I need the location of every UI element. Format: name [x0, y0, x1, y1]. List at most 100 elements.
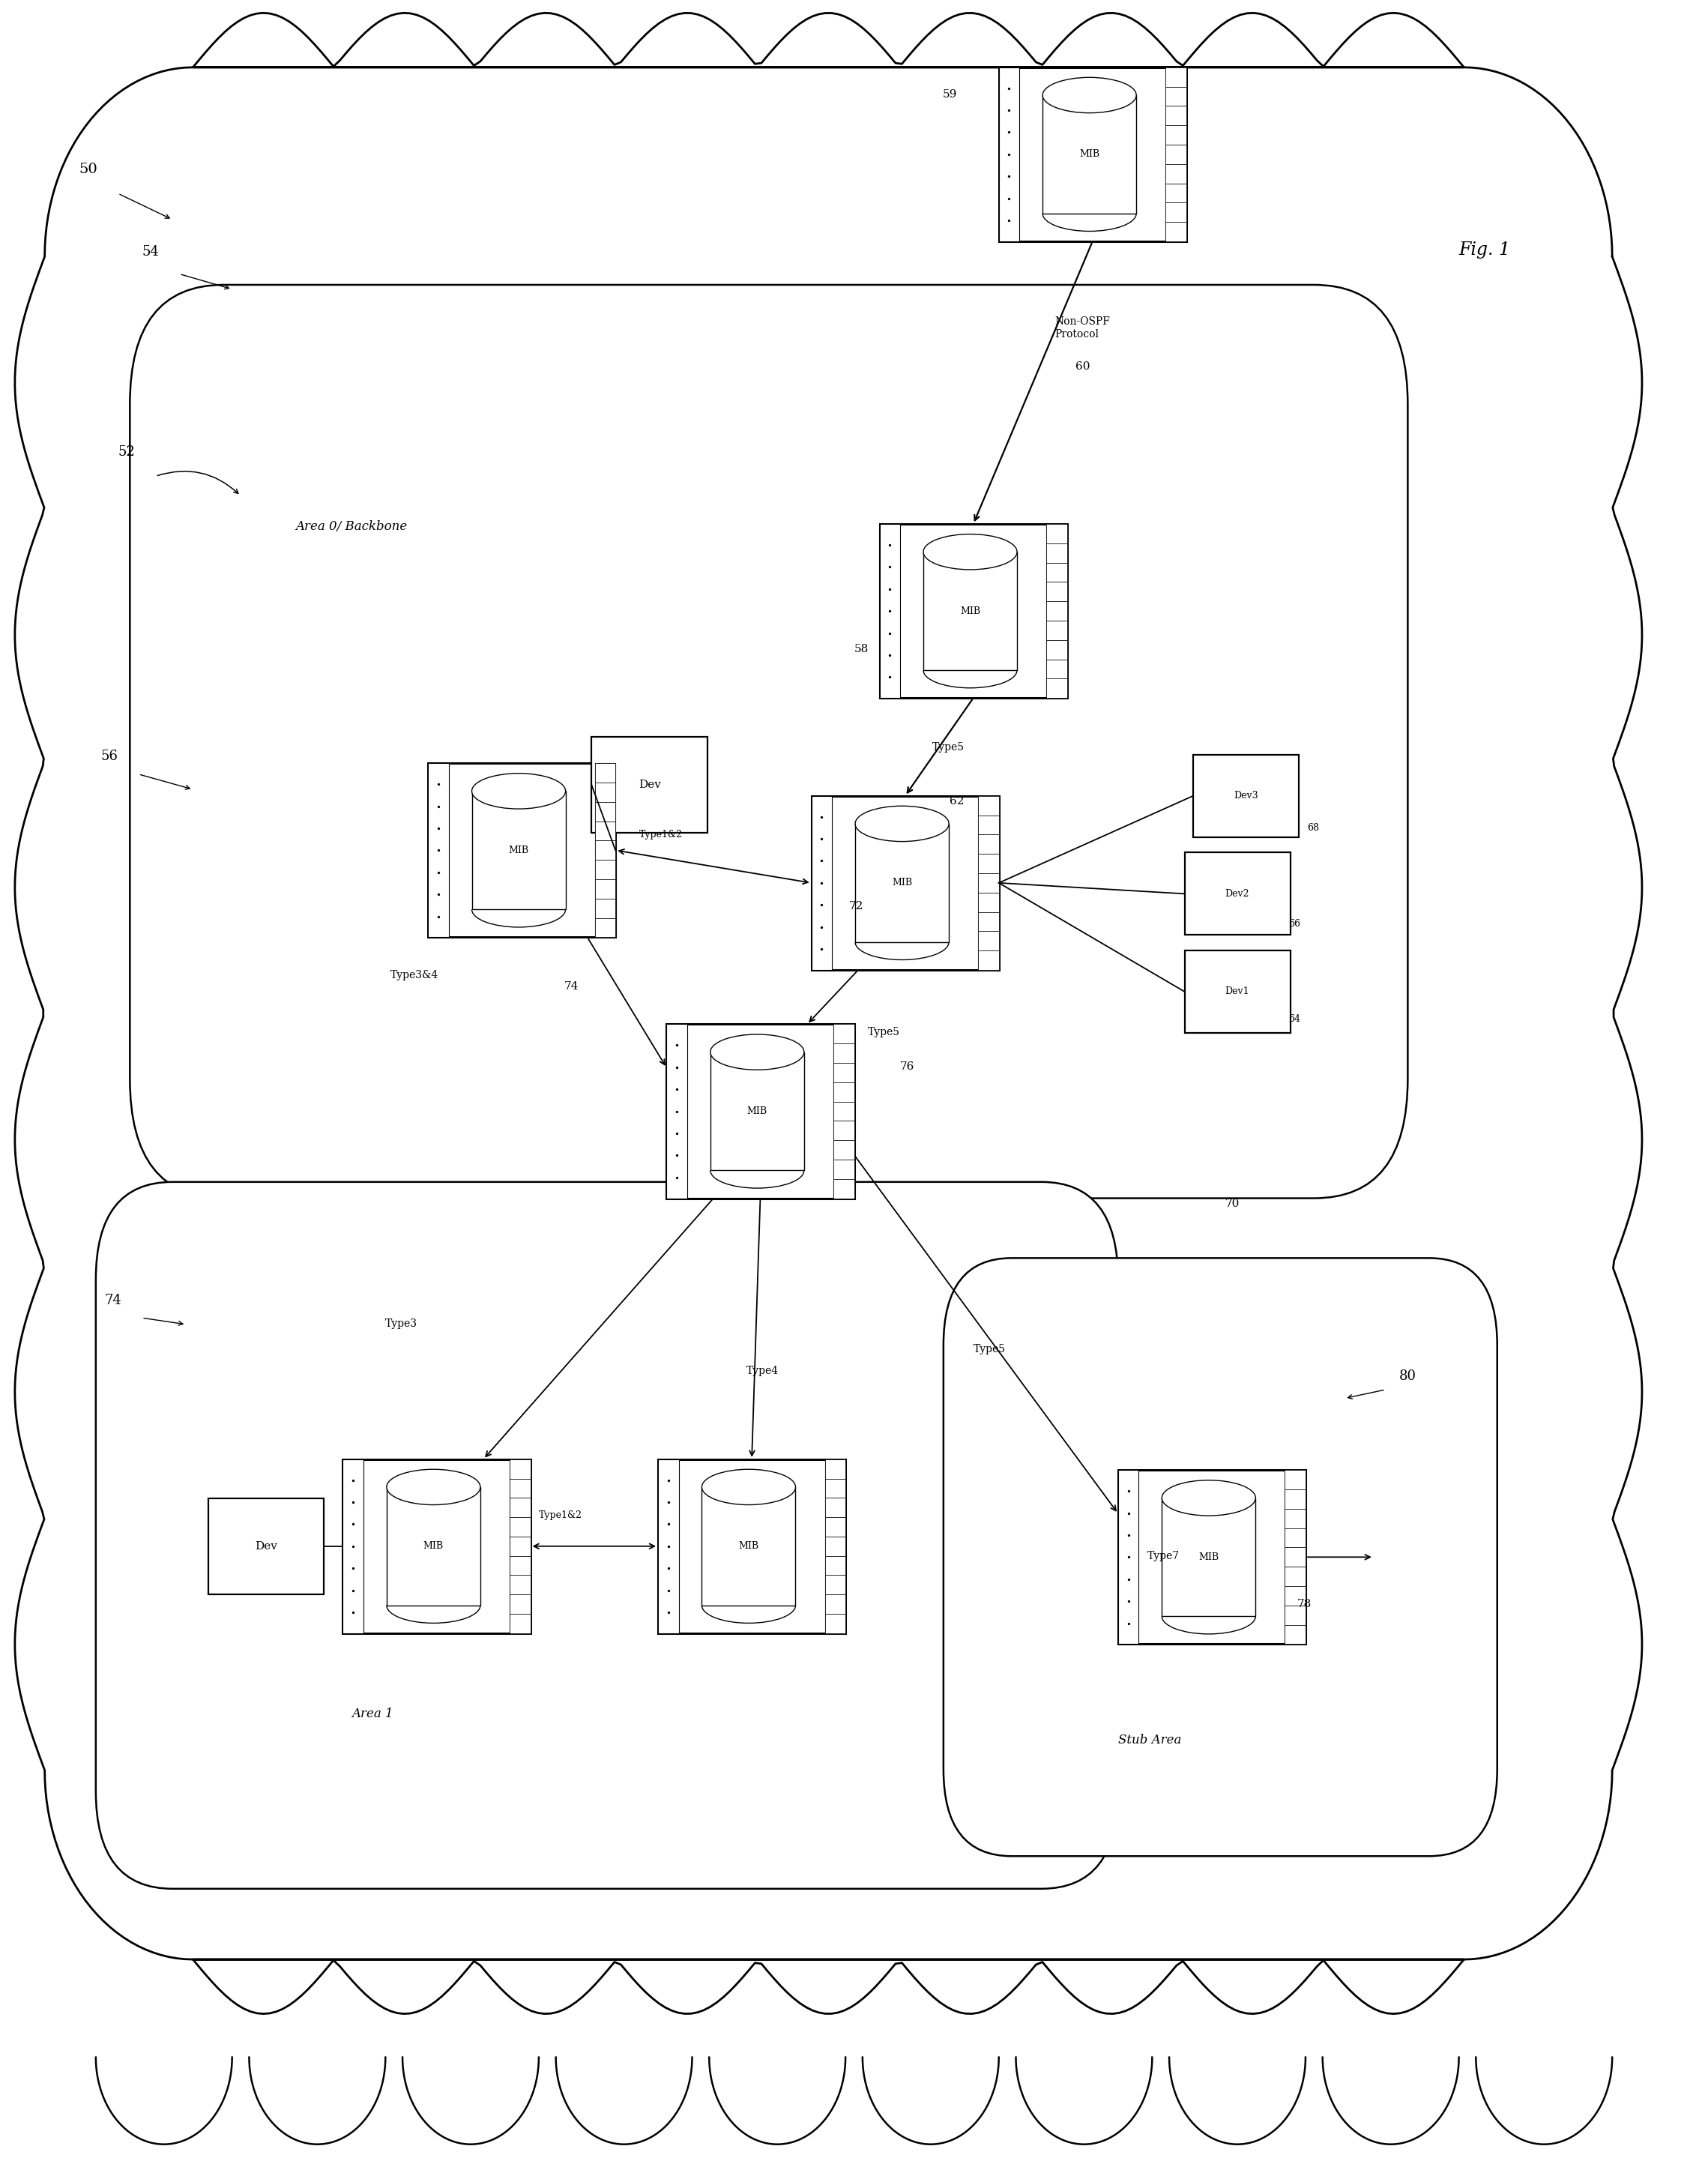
Text: 72: 72: [849, 900, 864, 911]
FancyBboxPatch shape: [943, 1257, 1498, 1857]
Bar: [594, 763, 615, 782]
Bar: [1119, 1471, 1139, 1645]
Bar: [666, 1024, 687, 1198]
Bar: [834, 1120, 854, 1140]
Bar: [343, 1460, 364, 1634]
Text: Type1&2: Type1&2: [639, 830, 683, 839]
Polygon shape: [15, 13, 1641, 2013]
Bar: [811, 795, 999, 970]
Text: MIB: MIB: [509, 845, 529, 854]
Text: MIB: MIB: [738, 1541, 758, 1551]
Text: 64: 64: [1288, 1015, 1300, 1024]
Bar: [825, 1595, 845, 1615]
Text: 52: 52: [118, 445, 135, 460]
Bar: [1047, 523, 1068, 543]
Bar: [1165, 68, 1187, 242]
Bar: [811, 795, 832, 970]
Bar: [834, 1083, 854, 1103]
Bar: [1185, 852, 1290, 935]
Bar: [429, 763, 449, 937]
Text: Non-OSPF
Protocol: Non-OSPF Protocol: [1056, 316, 1110, 340]
Ellipse shape: [711, 1035, 804, 1070]
Bar: [825, 1536, 845, 1556]
Text: Dev2: Dev2: [1225, 889, 1250, 898]
Bar: [1284, 1626, 1305, 1645]
Text: 74: 74: [104, 1294, 121, 1307]
Text: Area 1: Area 1: [352, 1708, 393, 1719]
Text: 74: 74: [564, 981, 579, 991]
Text: 50: 50: [79, 163, 97, 176]
Bar: [509, 1575, 529, 1595]
Bar: [594, 841, 615, 861]
Bar: [979, 835, 999, 854]
Bar: [1047, 660, 1068, 678]
Bar: [594, 821, 615, 841]
Bar: [834, 1044, 854, 1063]
Bar: [1161, 1497, 1255, 1617]
Bar: [979, 795, 999, 970]
Bar: [343, 1460, 529, 1634]
Text: 70: 70: [1225, 1198, 1240, 1209]
Bar: [1284, 1586, 1305, 1606]
Bar: [834, 1140, 854, 1159]
Text: 60: 60: [1076, 362, 1090, 373]
Bar: [834, 1103, 854, 1120]
Bar: [834, 1179, 854, 1198]
Bar: [979, 893, 999, 911]
Bar: [594, 802, 615, 821]
Bar: [979, 950, 999, 970]
Text: Dev3: Dev3: [1233, 791, 1259, 800]
Bar: [1165, 203, 1187, 222]
Bar: [1165, 163, 1187, 183]
Bar: [1284, 1547, 1305, 1567]
Text: MIB: MIB: [1079, 150, 1100, 159]
Bar: [1194, 754, 1298, 837]
Bar: [509, 1615, 529, 1634]
FancyBboxPatch shape: [96, 1181, 1119, 1889]
Bar: [1047, 543, 1068, 562]
Bar: [471, 791, 565, 909]
Text: MIB: MIB: [892, 878, 912, 887]
FancyBboxPatch shape: [130, 285, 1407, 1198]
Bar: [979, 930, 999, 950]
Bar: [594, 782, 615, 802]
Bar: [856, 824, 950, 941]
Bar: [1165, 68, 1187, 87]
Bar: [825, 1497, 845, 1517]
Bar: [509, 1556, 529, 1575]
Text: 80: 80: [1399, 1371, 1416, 1384]
Bar: [594, 917, 615, 937]
Text: Type5: Type5: [974, 1344, 1006, 1355]
Bar: [509, 1536, 529, 1556]
Bar: [1185, 950, 1290, 1033]
Bar: [509, 1460, 529, 1634]
Text: 76: 76: [900, 1061, 914, 1072]
Text: Dev1: Dev1: [1225, 987, 1250, 996]
Bar: [979, 854, 999, 874]
Bar: [1047, 523, 1068, 697]
Text: Type4: Type4: [746, 1366, 779, 1377]
Bar: [594, 880, 615, 898]
Text: 68: 68: [1307, 824, 1319, 832]
Bar: [509, 1460, 529, 1480]
Bar: [1284, 1508, 1305, 1527]
Bar: [825, 1575, 845, 1595]
Bar: [386, 1486, 480, 1606]
Bar: [1284, 1490, 1305, 1508]
Bar: [591, 737, 707, 832]
Bar: [594, 861, 615, 880]
Bar: [658, 1460, 845, 1634]
Bar: [1284, 1471, 1305, 1490]
Bar: [999, 68, 1020, 242]
Bar: [1042, 96, 1136, 214]
Ellipse shape: [386, 1469, 480, 1506]
Bar: [825, 1556, 845, 1575]
Text: Type1&2: Type1&2: [538, 1510, 582, 1521]
Ellipse shape: [471, 774, 565, 808]
Bar: [509, 1517, 529, 1536]
Bar: [1284, 1471, 1305, 1645]
Bar: [979, 911, 999, 930]
Bar: [825, 1460, 845, 1634]
Bar: [509, 1480, 529, 1497]
Bar: [1047, 601, 1068, 621]
